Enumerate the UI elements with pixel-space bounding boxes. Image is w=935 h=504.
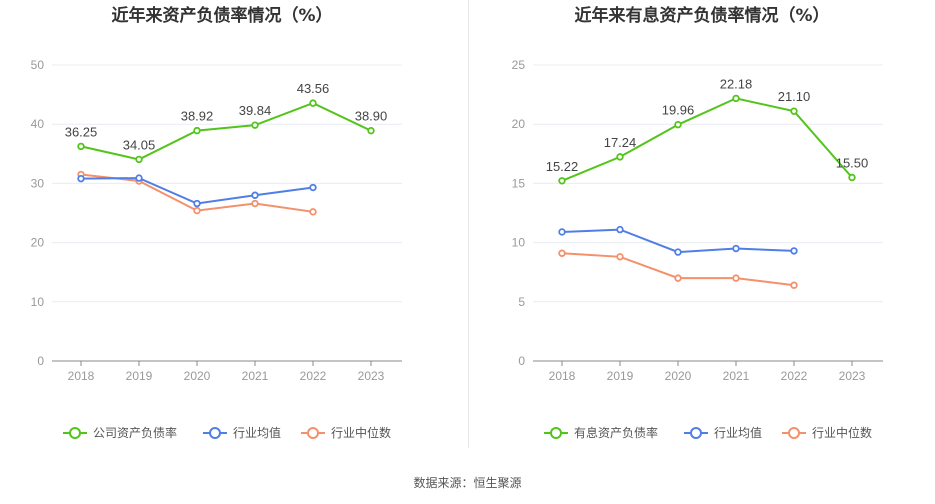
legend-item[interactable]: 公司资产负债率	[63, 425, 177, 440]
y-tick-label: 30	[31, 176, 45, 190]
legend-label: 行业中位数	[331, 425, 391, 440]
data-point	[674, 120, 682, 129]
x-tick-label: 2020	[665, 369, 692, 383]
debt-ratio-chart: 近年来资产负债率情况（%） 0 10 20 30 40 50 2018 2019 2020 2021…	[31, 5, 402, 440]
data-point	[367, 127, 375, 135]
legend-line-marker-icon	[782, 427, 806, 439]
data-point	[251, 191, 259, 199]
x-tick-label: 2018	[68, 369, 95, 383]
legend-label: 公司资产负债率	[93, 425, 177, 440]
data-point	[616, 225, 624, 234]
data-point	[251, 121, 259, 129]
y-tick-label: 50	[31, 58, 45, 72]
data-point	[135, 174, 143, 182]
data-label: 19.96	[662, 103, 695, 118]
x-tick-label: 2021	[242, 369, 269, 383]
data-label: 43.56	[297, 81, 330, 96]
y-tick-label: 20	[31, 236, 45, 250]
y-tick-label: 10	[512, 236, 526, 250]
y-tick-label: 0	[37, 354, 44, 368]
legend-line-marker-icon	[203, 427, 227, 439]
y-tick-label: 20	[512, 117, 526, 131]
interest-bearing-debt-ratio-chart: 近年来有息资产负债率情况（%） 0 5 10 15 20 25 2018 2019 2020 202…	[512, 5, 883, 440]
y-tick-label: 5	[518, 295, 525, 309]
x-tick-label: 2022	[300, 369, 327, 383]
legend-label: 行业均值	[714, 425, 762, 440]
data-point	[135, 155, 143, 164]
series-line	[80, 177, 314, 205]
data-label: 38.92	[181, 109, 214, 124]
data-label: 21.10	[778, 89, 811, 104]
data-point	[674, 248, 682, 256]
data-label: 15.22	[546, 159, 579, 174]
x-tick-label: 2023	[839, 369, 866, 383]
x-tick-label: 2020	[184, 369, 211, 383]
legend-label: 行业中位数	[812, 425, 872, 440]
data-point	[251, 199, 259, 208]
data-label: 38.90	[355, 109, 388, 124]
data-point	[732, 94, 740, 103]
data-label: 39.84	[239, 103, 272, 118]
legend-line-marker-icon	[544, 427, 568, 439]
legend-item[interactable]: 行业均值	[684, 425, 762, 440]
data-source-note: 数据来源：恒生聚源	[413, 476, 522, 490]
data-label: 17.24	[604, 135, 637, 150]
legend-item[interactable]: 行业中位数	[301, 425, 391, 440]
series-line	[80, 102, 372, 161]
legend-line-marker-icon	[63, 427, 87, 439]
data-point	[309, 183, 317, 192]
y-tick-label: 25	[512, 58, 526, 72]
data-point	[193, 199, 201, 208]
legend-item[interactable]: 有息资产负债率	[544, 425, 658, 440]
data-point	[732, 244, 740, 253]
data-label: 36.25	[65, 124, 98, 139]
data-point	[674, 274, 682, 282]
y-tick-label: 40	[31, 117, 45, 131]
legend-label: 有息资产负债率	[574, 425, 658, 440]
data-point	[193, 126, 201, 135]
x-tick-label: 2023	[358, 369, 385, 383]
data-point	[309, 208, 317, 216]
legend-item[interactable]: 行业均值	[203, 425, 281, 440]
data-point	[732, 274, 740, 282]
x-tick-label: 2019	[607, 369, 634, 383]
x-tick-label: 2018	[549, 369, 576, 383]
data-point	[616, 153, 624, 161]
y-tick-label: 0	[518, 354, 525, 368]
data-label: 22.18	[720, 76, 753, 91]
data-point	[848, 173, 856, 182]
data-point	[558, 249, 566, 257]
x-tick-label: 2022	[781, 369, 808, 383]
data-point	[193, 206, 201, 215]
series-line	[561, 97, 853, 182]
y-tick-label: 15	[512, 176, 526, 190]
data-point	[790, 107, 798, 115]
data-point	[790, 281, 798, 289]
data-point	[309, 99, 317, 107]
legend-item[interactable]: 行业中位数	[782, 425, 872, 440]
data-point	[77, 174, 85, 183]
data-point	[790, 247, 798, 255]
legend-line-marker-icon	[684, 427, 708, 439]
chart-title: 近年来资产负债率情况（%）	[111, 5, 332, 26]
data-point	[616, 253, 624, 261]
legend-label: 行业均值	[233, 425, 281, 440]
chart-title: 近年来有息资产负债率情况（%）	[574, 5, 829, 26]
data-point	[558, 228, 566, 236]
data-point	[77, 142, 85, 151]
legend-line-marker-icon	[301, 427, 325, 439]
y-tick-label: 10	[31, 295, 45, 309]
x-tick-label: 2019	[126, 369, 153, 383]
data-point	[558, 177, 566, 185]
data-label: 15.50	[836, 155, 869, 170]
data-label: 34.05	[123, 137, 156, 152]
x-tick-label: 2021	[723, 369, 750, 383]
